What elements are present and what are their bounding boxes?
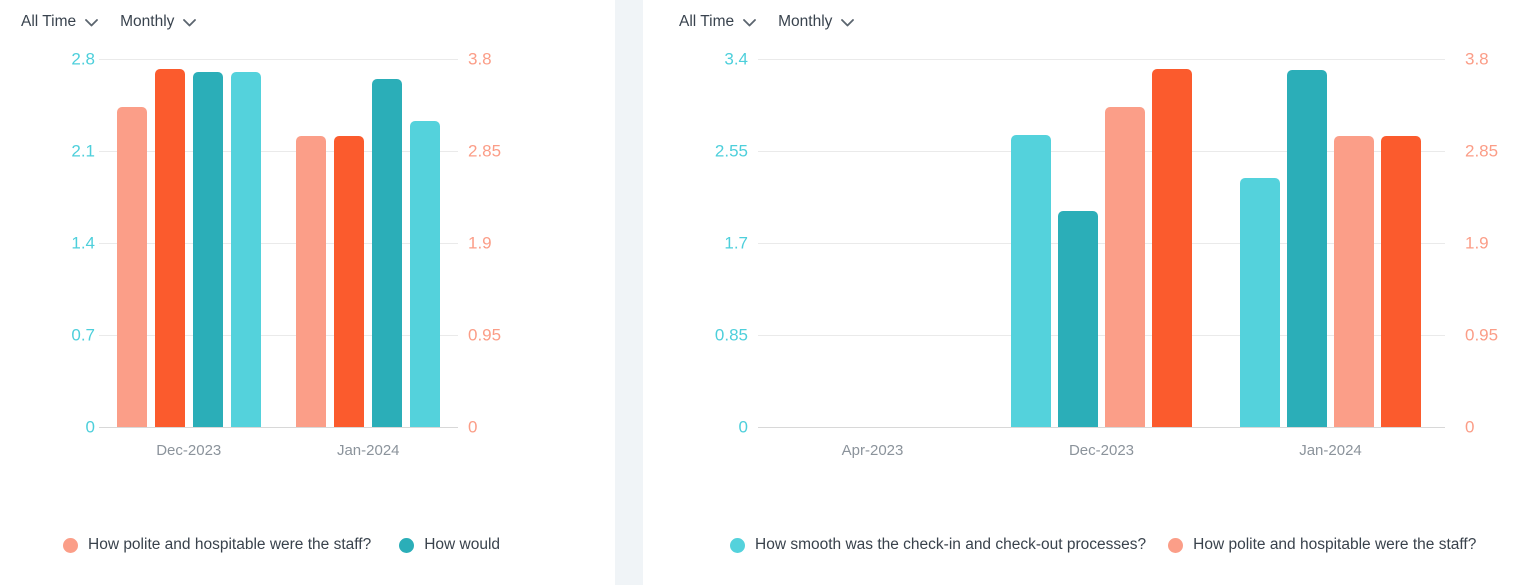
- bar-orange-red-series[interactable]: [1152, 68, 1192, 427]
- bar-teal-series[interactable]: [1058, 210, 1098, 427]
- x-axis-line: [99, 427, 458, 428]
- time-range-dropdown[interactable]: All Time: [679, 13, 757, 31]
- legend-item[interactable]: How polite and hospitable were the staff…: [63, 536, 371, 554]
- bar-group: [758, 59, 987, 427]
- legend-dot-icon: [399, 537, 415, 553]
- bar-polite-hospitable-staff[interactable]: [116, 107, 147, 427]
- time-range-dropdown-value: All Time: [21, 13, 77, 30]
- bar-orange-red-series[interactable]: [154, 68, 185, 427]
- x-axis-label: Jan-2024: [1299, 442, 1362, 459]
- bar-orange-red-series[interactable]: [334, 136, 365, 427]
- right-axis-tick: 1.9: [1465, 233, 1489, 253]
- chart-filters: All Time Monthly: [679, 13, 855, 31]
- gridline: [758, 59, 1445, 60]
- x-axis-label: Dec-2023: [1068, 442, 1135, 459]
- right-axis-tick: 0: [1465, 417, 1475, 437]
- legend-label: How polite and hospitable were the staff…: [88, 536, 372, 553]
- legend: How smooth was the check-in and check-ou…: [730, 536, 1536, 554]
- left-axis-tick: 1.7: [724, 233, 748, 253]
- bar-groups: [99, 59, 458, 427]
- right-axis-tick: 3.8: [468, 49, 492, 69]
- legend-dot-icon: [1168, 537, 1184, 553]
- chevron-down-icon: [743, 19, 757, 27]
- x-axis-label: Apr-2023: [841, 442, 904, 459]
- legend-item[interactable]: How smooth was the check-in and check-ou…: [730, 536, 1146, 554]
- gridline: [758, 335, 1445, 336]
- legend-label: How polite and hospitable were the staff…: [1193, 536, 1477, 553]
- plot-area: [99, 59, 458, 428]
- right-axis-ticks: 3.8 2.85 1.9 0.95 0: [468, 51, 558, 436]
- chevron-down-icon: [841, 19, 855, 27]
- left-axis-tick: 2.1: [71, 141, 95, 161]
- x-axis-labels: Dec-2023 Jan-2024: [99, 442, 458, 459]
- left-axis-ticks: 3.4 2.55 1.7 0.85 0: [643, 51, 748, 436]
- bar-group: [987, 59, 1216, 427]
- left-axis-tick: 0: [738, 417, 748, 437]
- chart-card-left: All Time Monthly 2.8 2.1 1.4 0.7 0 3.8 2.85 1.…: [0, 0, 615, 585]
- chart-card-right: All Time Monthly 3.4 2.55 1.7 0.85 0 3.8 2.85…: [643, 0, 1536, 585]
- legend-dot-icon: [63, 537, 78, 553]
- gridline: [99, 243, 458, 244]
- bar-teal-series[interactable]: [192, 72, 223, 427]
- chevron-down-icon: [183, 19, 197, 27]
- legend-item[interactable]: How would: [399, 536, 500, 554]
- gridline: [99, 59, 458, 60]
- right-axis-tick: 0.95: [468, 325, 502, 345]
- bar-group: [99, 59, 279, 427]
- granularity-dropdown[interactable]: Monthly: [778, 13, 855, 31]
- legend-dot-icon: [730, 537, 745, 553]
- bar-group: [279, 59, 459, 427]
- right-axis-ticks: 3.8 2.85 1.9 0.95 0: [1465, 51, 1535, 436]
- left-axis-tick: 1.4: [71, 233, 95, 253]
- legend-item[interactable]: How polite and hospitable were the staff…: [1168, 536, 1476, 554]
- gridlines: [758, 59, 1445, 428]
- bar-teal-series[interactable]: [1287, 69, 1327, 427]
- granularity-dropdown[interactable]: Monthly: [120, 13, 197, 31]
- bar-smooth-checkin-checkout[interactable]: [1240, 178, 1280, 427]
- x-axis-label: Dec-2023: [156, 442, 222, 459]
- granularity-dropdown-value: Monthly: [778, 13, 833, 30]
- gridline: [758, 243, 1445, 244]
- legend: How polite and hospitable were the staff…: [63, 536, 615, 554]
- left-axis-tick: 2.8: [71, 49, 95, 69]
- right-axis-tick: 2.85: [468, 141, 502, 161]
- right-axis-tick: 0.95: [1465, 325, 1499, 345]
- right-axis-tick: 0: [468, 417, 478, 437]
- bar-light-cyan-series[interactable]: [230, 72, 261, 427]
- left-axis-tick: 0: [85, 417, 95, 437]
- gridline: [99, 335, 458, 336]
- card-divider: [615, 0, 643, 585]
- right-axis-tick: 1.9: [468, 233, 492, 253]
- bar-light-cyan-series[interactable]: [410, 120, 441, 427]
- bar-smooth-checkin-checkout[interactable]: [1011, 134, 1051, 427]
- plot-area: [758, 59, 1445, 428]
- chart-filters: All Time Monthly: [21, 13, 197, 31]
- left-axis-tick: 0.85: [714, 325, 748, 345]
- x-axis-labels: Apr-2023 Dec-2023 Jan-2024: [758, 442, 1445, 459]
- bar-groups: [758, 59, 1445, 427]
- gridline: [99, 151, 458, 152]
- left-axis-tick: 2.55: [714, 141, 748, 161]
- time-range-dropdown[interactable]: All Time: [21, 13, 99, 31]
- gridlines: [99, 59, 458, 428]
- right-axis-tick: 3.8: [1465, 49, 1489, 69]
- time-range-dropdown-value: All Time: [679, 13, 735, 30]
- legend-label: How would: [424, 536, 501, 553]
- granularity-dropdown-value: Monthly: [120, 13, 175, 30]
- bar-polite-hospitable-staff[interactable]: [1105, 107, 1145, 427]
- chevron-down-icon: [85, 19, 99, 27]
- bar-polite-hospitable-staff[interactable]: [296, 136, 327, 427]
- bar-teal-series[interactable]: [372, 78, 403, 427]
- gridline: [758, 151, 1445, 152]
- left-axis-tick: 0.7: [71, 325, 95, 345]
- left-axis-tick: 3.4: [724, 49, 748, 69]
- x-axis-label: Jan-2024: [336, 442, 400, 459]
- right-axis-tick: 2.85: [1465, 141, 1499, 161]
- bar-group: [1216, 59, 1445, 427]
- left-axis-ticks: 2.8 2.1 1.4 0.7 0: [0, 51, 95, 436]
- bar-orange-red-series[interactable]: [1381, 136, 1421, 427]
- x-axis-line: [758, 427, 1445, 428]
- legend-label: How smooth was the check-in and check-ou…: [755, 536, 1147, 553]
- bar-polite-hospitable-staff[interactable]: [1334, 136, 1374, 427]
